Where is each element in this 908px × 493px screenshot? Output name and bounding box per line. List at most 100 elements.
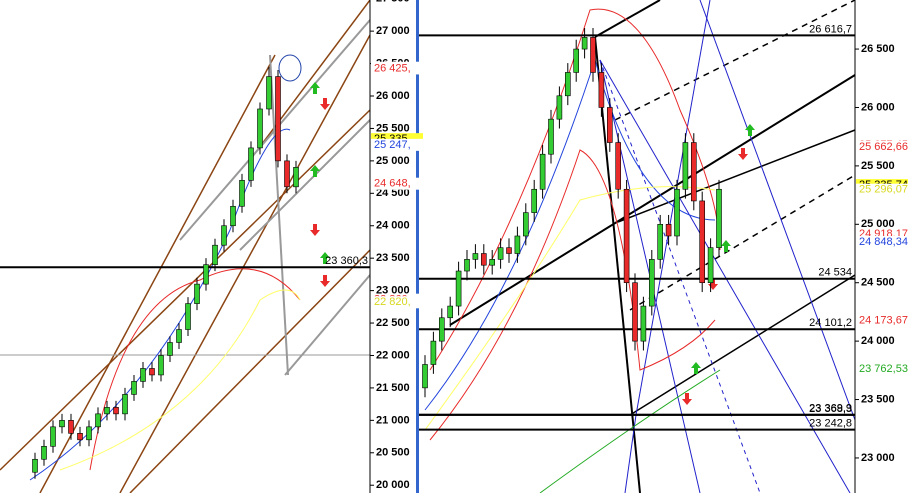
fan-line: [699, 0, 856, 421]
y-tick-label: 24 500: [861, 277, 895, 289]
trendline: [614, 0, 856, 121]
band-line: [429, 149, 716, 441]
candle-body: [464, 259, 470, 272]
arrow-up: [320, 252, 330, 264]
trendline: [129, 249, 371, 493]
candle-body: [212, 244, 218, 265]
level-tag: [371, 296, 423, 309]
y-tick-label: 26 000: [376, 90, 410, 102]
arrow-up: [310, 165, 320, 177]
level-tag: [371, 138, 423, 151]
candle-body: [230, 205, 236, 227]
arrow-up: [310, 82, 320, 94]
y-axis-strip: [370, 0, 416, 493]
level-tag-label: 24 648,: [374, 178, 411, 190]
level-tag: [856, 314, 908, 327]
trendline: [284, 274, 371, 376]
arrow-down: [310, 224, 320, 236]
candle-body: [86, 426, 92, 441]
candle-body: [615, 142, 622, 190]
candle-body: [430, 340, 437, 365]
arrow-down: [320, 98, 330, 110]
average-line: [424, 58, 716, 411]
candle-body: [606, 107, 613, 143]
y-tick-label: 20 000: [376, 479, 410, 491]
level-tag: [371, 62, 423, 75]
level-tag-label: 24 173,67: [859, 315, 908, 327]
level-tag-label: 25 296,07: [859, 184, 908, 196]
candle-body: [623, 188, 630, 284]
candle-body: [149, 368, 155, 376]
arrow-down: [320, 275, 330, 287]
level-tag: [371, 177, 423, 190]
y-tick-label: 22 000: [376, 349, 410, 361]
level-tag: [856, 236, 908, 249]
candle-body: [203, 264, 209, 285]
level-tag-label: 26 425,: [374, 62, 411, 74]
level-tag-label: 25 662,66: [859, 141, 908, 153]
candle-body: [598, 72, 605, 108]
y-tick-label: 24 500: [376, 187, 410, 199]
y-tick-label: 20 500: [376, 447, 410, 459]
arrow-up: [691, 362, 701, 374]
average-line: [539, 369, 721, 493]
candle-body: [699, 200, 706, 284]
candle-body: [293, 167, 299, 188]
fan-line: [599, 59, 851, 493]
trendline: [629, 274, 856, 416]
candle-body: [50, 426, 56, 447]
y-tick-label: 25 500: [376, 122, 410, 134]
level-tag-label: 25 247,: [374, 139, 411, 151]
candle-body: [194, 283, 200, 304]
y-tick-label: 23 500: [861, 393, 895, 405]
candle-body: [690, 142, 697, 202]
level-tag-label: 23 762,53: [859, 363, 908, 375]
candle-body: [472, 253, 479, 260]
candle-body: [239, 180, 245, 207]
candle-body: [32, 458, 38, 473]
trendline: [449, 74, 856, 326]
fan-line: [599, 59, 761, 493]
pane-separator: [416, 0, 419, 493]
level-label: 26 616,7: [809, 23, 852, 35]
candle-body: [657, 224, 664, 260]
level-tag: [856, 140, 908, 153]
y-tick-label: 26 500: [861, 43, 895, 55]
candle-body: [489, 259, 496, 266]
candle-body: [68, 420, 74, 434]
candle-body: [275, 76, 281, 162]
candle-body: [266, 76, 272, 110]
candle-body: [707, 247, 714, 284]
candle-body: [640, 305, 647, 342]
y-tick-label: 23 000: [861, 452, 895, 464]
trendline: [249, 0, 371, 161]
y-tick-label: 24 000: [861, 335, 895, 347]
level-tag: [856, 362, 908, 375]
candle-body: [455, 270, 462, 307]
arrow-down: [738, 148, 748, 160]
y-tick-label: 22 500: [376, 317, 410, 329]
candle-body: [41, 445, 47, 460]
left-arrows: [310, 82, 330, 287]
fan-line: [635, 0, 711, 416]
candle-body: [531, 188, 538, 213]
arrow-up: [745, 124, 755, 136]
trendline: [239, 119, 371, 251]
y-tick-label: 23 000: [376, 285, 410, 297]
candle-body: [581, 37, 588, 50]
candle-body: [422, 364, 428, 389]
candle-body: [104, 407, 110, 415]
candle-body: [556, 95, 563, 120]
candle-body: [564, 72, 571, 97]
candle-body: [522, 212, 529, 237]
candle-body: [674, 188, 680, 237]
candle-body: [573, 48, 580, 73]
y-tick-label: 25 500: [861, 160, 895, 172]
candle-body: [59, 420, 65, 428]
level-label: 23 242,8: [809, 417, 852, 429]
y-tick-label: 25 000: [376, 155, 410, 167]
candle-body: [590, 37, 596, 73]
candle-body: [185, 303, 191, 330]
candle-body: [497, 247, 504, 260]
